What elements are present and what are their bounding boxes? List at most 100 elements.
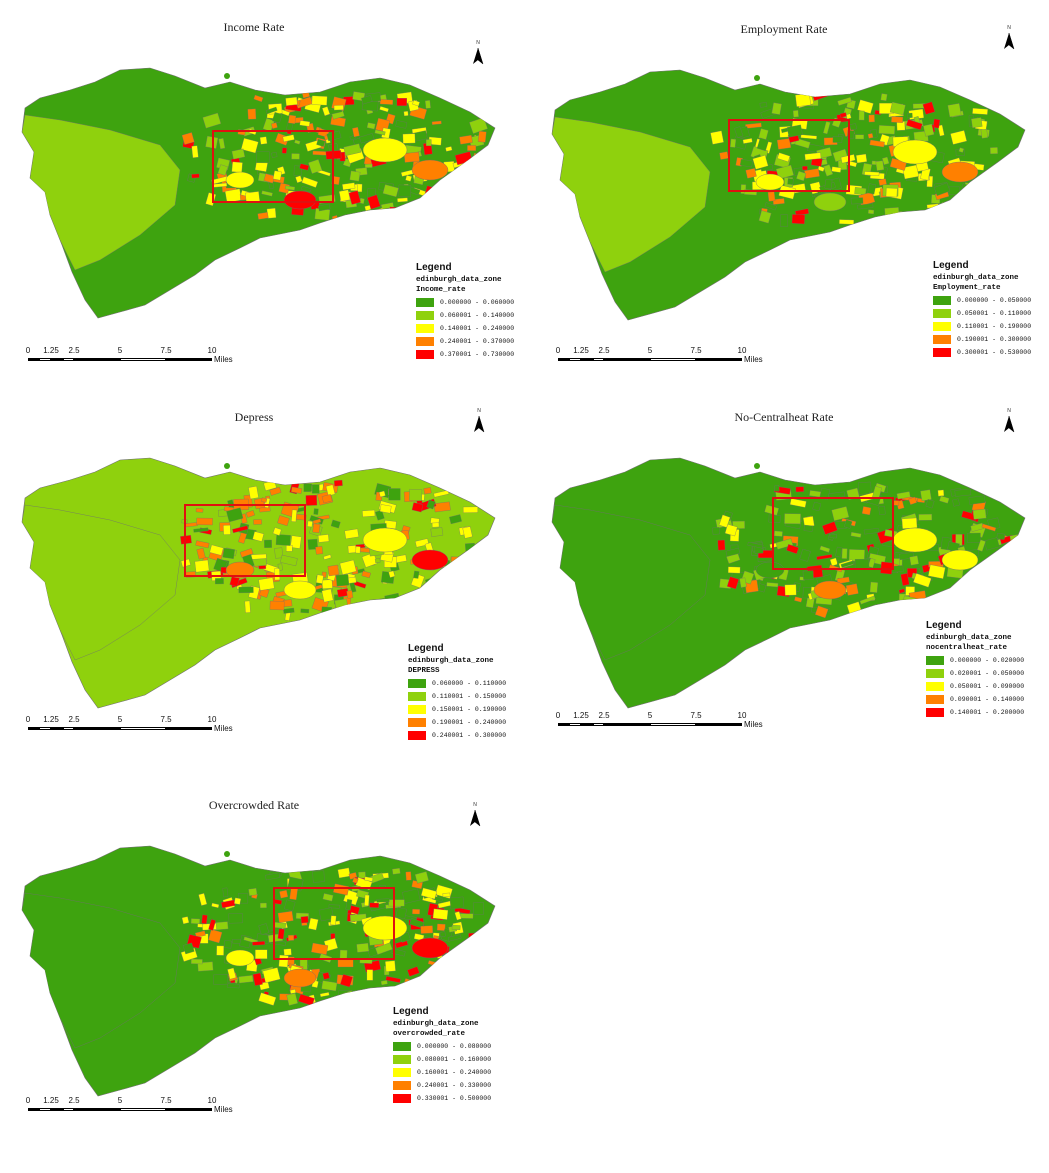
scale-segment xyxy=(593,358,604,361)
scale-tick: 0 xyxy=(25,715,31,724)
scale-tick: 0 xyxy=(25,1096,31,1105)
data-zones xyxy=(180,479,490,621)
western-zones xyxy=(22,892,181,1049)
legend-class-label: 0.000000 - 0.020000 xyxy=(950,657,1025,664)
legend-swatch xyxy=(933,296,951,305)
choropleth-map xyxy=(21,457,496,709)
map-title: No-Centralheat Rate xyxy=(734,410,834,424)
legend-class-label: 0.240001 - 0.300000 xyxy=(432,732,507,739)
legend-row: 0.050001 - 0.090000 xyxy=(926,680,1024,693)
scale-tick: 1.25 xyxy=(43,1096,59,1105)
scale-tick: 7.5 xyxy=(160,346,172,355)
legend-class-label: 0.300001 - 0.530000 xyxy=(957,349,1032,356)
legend-class-label: 0.000000 - 0.080000 xyxy=(417,1043,492,1050)
map-title: Employment Rate xyxy=(740,22,828,36)
legend-title: Legend xyxy=(926,620,962,631)
legend-field: overcrowded_rate xyxy=(393,1030,466,1038)
legend-row: 0.140001 - 0.200000 xyxy=(926,706,1024,719)
legend-swatch xyxy=(933,309,951,318)
scale-tick: 7.5 xyxy=(160,715,172,724)
scale-segment xyxy=(39,1108,51,1111)
scale-segment xyxy=(28,1108,39,1111)
scale-segment xyxy=(650,723,696,726)
scale-bar: 0 1.25 2.5 5 7.5 10 Miles xyxy=(25,346,238,370)
north-label: N xyxy=(473,802,477,808)
north-label: N xyxy=(1007,408,1011,414)
scale-tick: 1.25 xyxy=(43,346,59,355)
legend-class-label: 0.370001 - 0.730000 xyxy=(440,351,515,358)
legend-row: 0.050001 - 0.110000 xyxy=(933,307,1031,320)
legend-swatch xyxy=(416,298,434,307)
scale-tick: 5 xyxy=(647,711,653,720)
scale-tick: 10 xyxy=(737,346,747,355)
scale-segment xyxy=(51,727,63,730)
scale-tick: 2.5 xyxy=(68,1096,80,1105)
scale-segment xyxy=(63,727,74,730)
choropleth-map xyxy=(21,67,496,319)
legend-row: 0.330001 - 0.500000 xyxy=(393,1092,491,1105)
legend-row: 0.240001 - 0.330000 xyxy=(393,1079,491,1092)
legend-layer: edinburgh_data_zone xyxy=(933,274,1019,282)
scale-bar: 0 1.25 2.5 5 7.5 10 Miles xyxy=(556,346,768,370)
legend-layer: edinburgh_data_zone xyxy=(926,634,1012,642)
map-legend: Legend edinburgh_data_zone Income_rate 0.00… xyxy=(416,262,514,361)
legend-row: 0.060001 - 0.140000 xyxy=(416,309,514,322)
legend-swatch xyxy=(408,692,426,701)
legend-class-label: 0.090001 - 0.140000 xyxy=(950,696,1025,703)
legend-row: 0.370001 - 0.730000 xyxy=(416,348,514,361)
map-panel: Overcrowded Rate N Legend edinburgh_data_zo… xyxy=(0,798,520,1173)
choropleth-map xyxy=(551,457,1026,709)
legend-field: nocentralheat_rate xyxy=(926,644,1008,652)
legend-field: DEPRESS xyxy=(408,667,440,675)
western-zones xyxy=(552,504,711,661)
legend-swatch xyxy=(416,350,434,359)
legend-field: Employment_rate xyxy=(933,284,1001,292)
north-arrow-icon: N xyxy=(472,408,486,434)
scale-tick: 0 xyxy=(25,346,31,355)
scale-unit: Miles xyxy=(214,355,233,364)
scale-tick: 7.5 xyxy=(690,711,702,720)
legend-title: Legend xyxy=(933,260,969,271)
legend-swatch xyxy=(933,335,951,344)
legend-swatch xyxy=(933,348,951,357)
legend-row: 0.140001 - 0.240000 xyxy=(416,322,514,335)
legend-class-label: 0.110001 - 0.150000 xyxy=(432,693,507,700)
study-area-box xyxy=(273,887,395,960)
western-zones xyxy=(22,114,181,271)
scale-segment xyxy=(558,358,569,361)
legend-class-label: 0.000000 - 0.060000 xyxy=(440,299,515,306)
legend-class-label: 0.190001 - 0.240000 xyxy=(432,719,507,726)
scale-segment xyxy=(74,727,120,730)
study-area-box xyxy=(728,119,850,192)
legend-swatch xyxy=(926,669,944,678)
legend-class-label: 0.160001 - 0.240000 xyxy=(417,1069,492,1076)
legend-swatch xyxy=(408,718,426,727)
scale-segment xyxy=(120,727,166,730)
scale-tick: 1.25 xyxy=(573,711,589,720)
map-legend: Legend edinburgh_data_zone DEPRESS 0.060000… xyxy=(408,643,506,742)
legend-swatch xyxy=(416,324,434,333)
legend-swatch xyxy=(393,1042,411,1051)
legend-swatch xyxy=(933,322,951,331)
scale-segment xyxy=(28,358,39,361)
scale-segment xyxy=(63,358,74,361)
scale-tick: 5 xyxy=(647,346,653,355)
legend-swatch xyxy=(408,705,426,714)
scale-segment xyxy=(39,727,51,730)
scale-tick: 5 xyxy=(117,715,123,724)
map-panel: No-Centralheat Rate N Legend edinburgh_data… xyxy=(530,408,1049,785)
legend-row: 0.300001 - 0.530000 xyxy=(933,346,1031,359)
legend-title: Legend xyxy=(393,1006,429,1017)
north-label: N xyxy=(476,40,480,46)
western-zones xyxy=(552,116,711,273)
study-area-box xyxy=(212,130,334,203)
map-panel: Employment Rate N Legend edinburgh_data_zon… xyxy=(530,22,1049,397)
data-zones xyxy=(181,90,490,227)
legend-swatch xyxy=(393,1094,411,1103)
legend-class-label: 0.060000 - 0.110000 xyxy=(432,680,507,687)
western-zones xyxy=(22,504,181,661)
scale-segment xyxy=(696,358,742,361)
legend-class-label: 0.140001 - 0.240000 xyxy=(440,325,515,332)
scale-segment xyxy=(63,1108,74,1111)
legend-class-label: 0.190001 - 0.300000 xyxy=(957,336,1032,343)
